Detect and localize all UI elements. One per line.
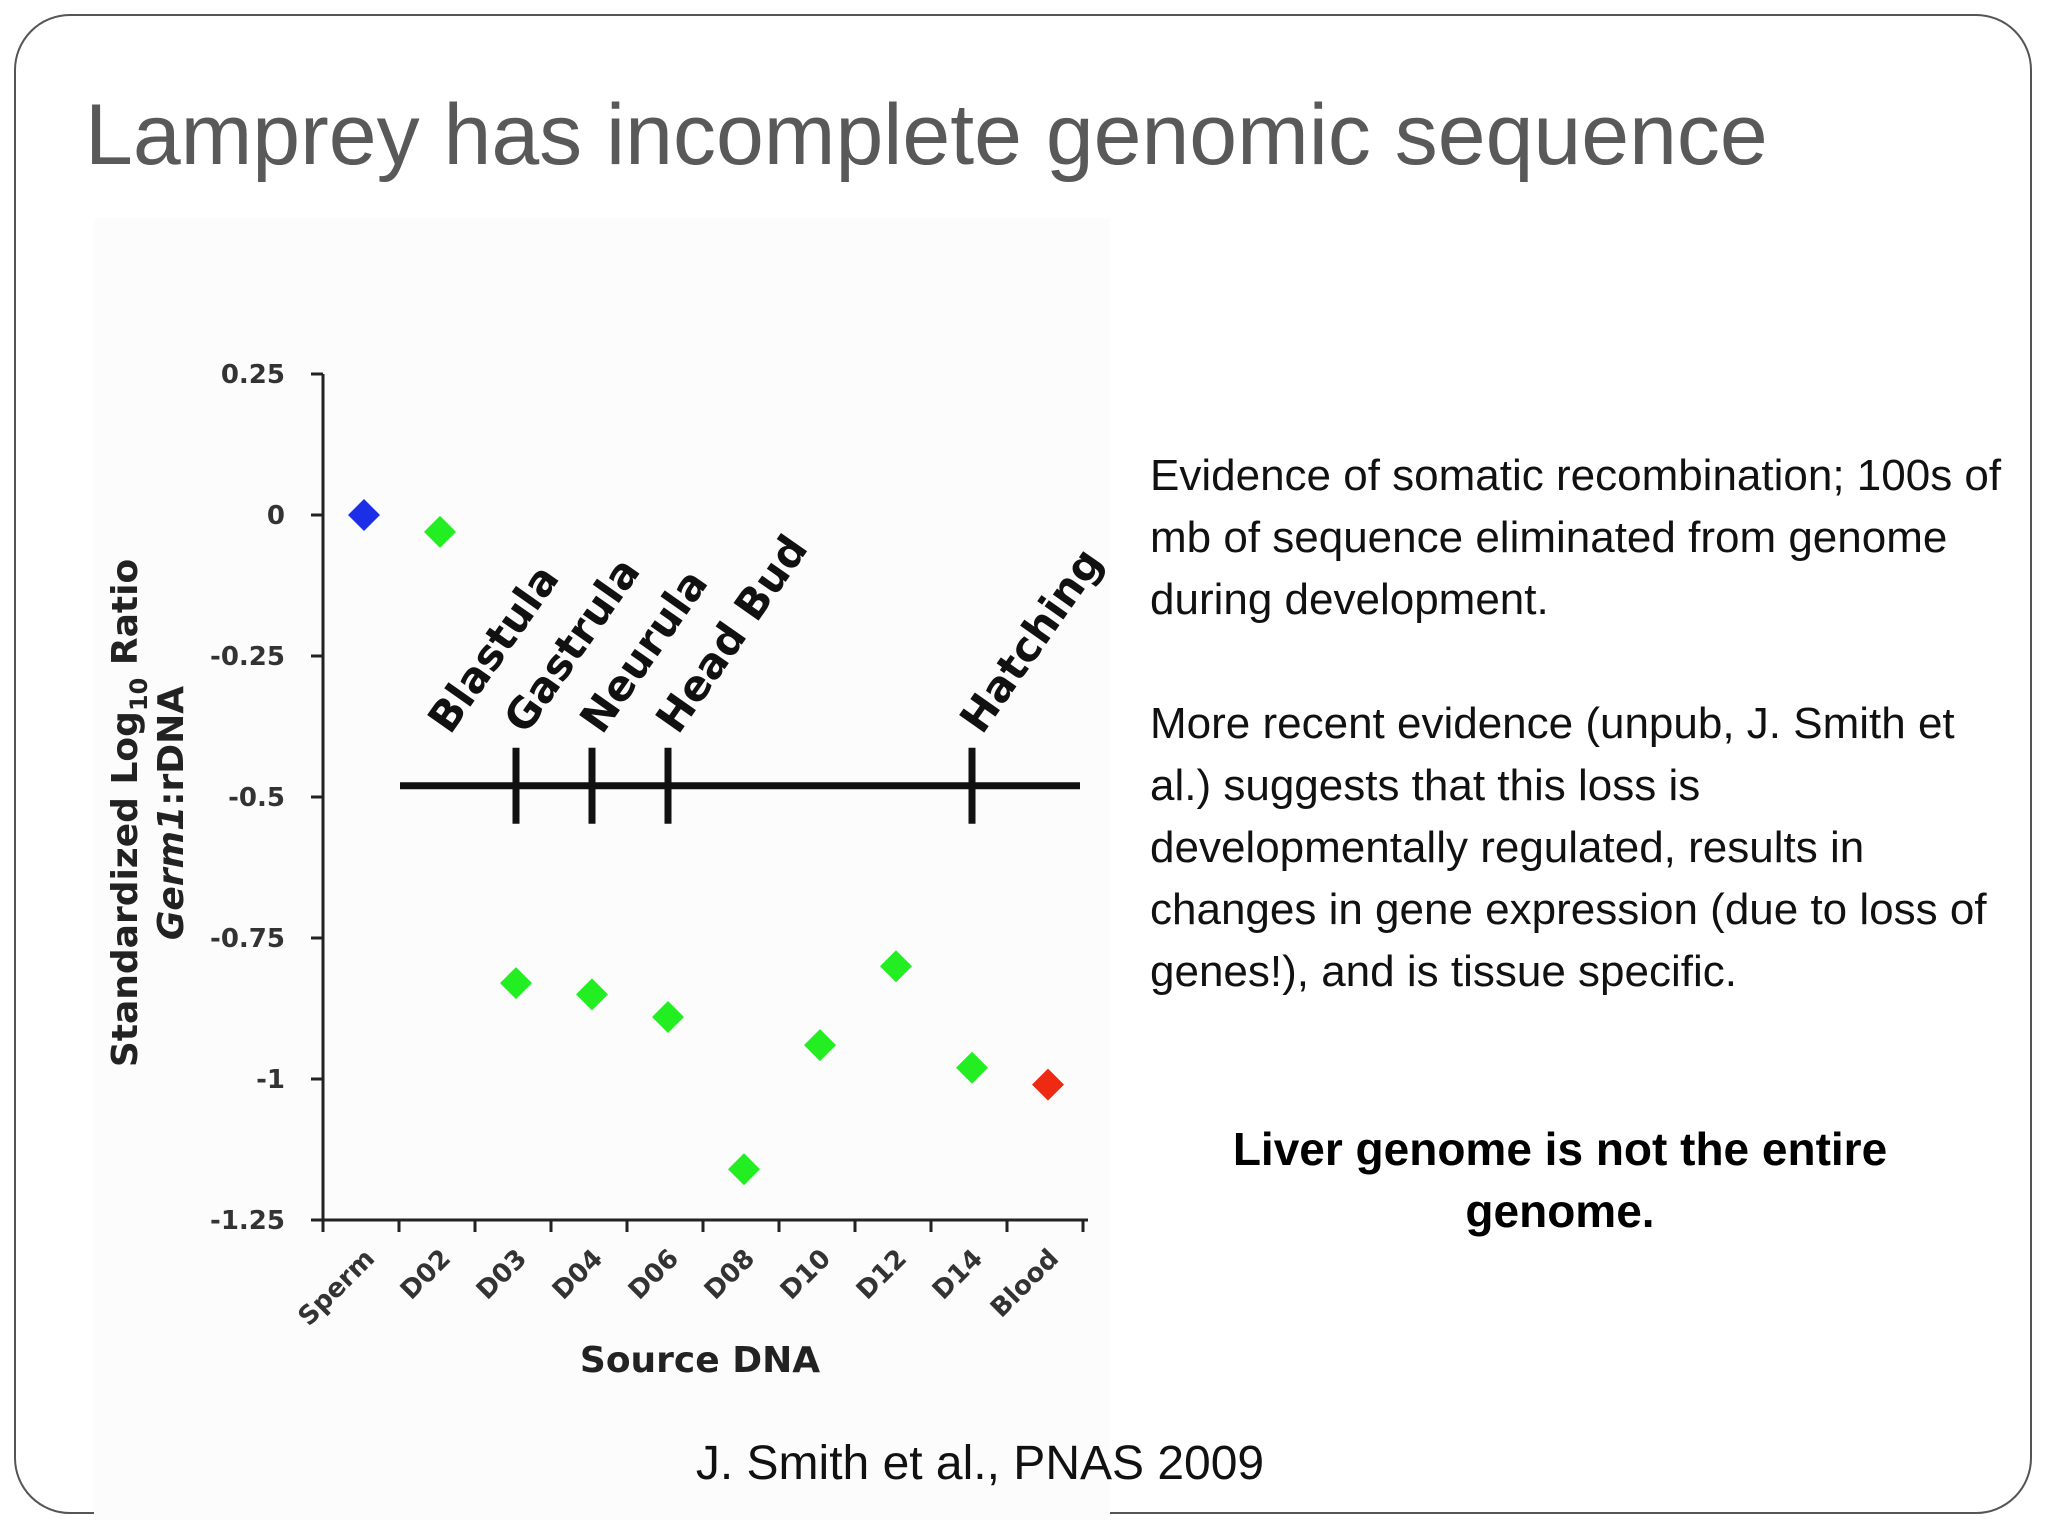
y-tick-label: -0.75 [210,924,285,954]
x-tick-label: D03 [471,1244,533,1306]
y-tick-label: -0.5 [228,783,285,813]
data-point [500,967,532,1000]
x-tick-label: Blood [985,1244,1065,1324]
y-axis-title-line2: Germ1:rDNA [151,686,192,940]
stage-label: Hatching [950,539,1112,741]
y-tick-label: -1.25 [210,1206,285,1236]
data-point [804,1029,836,1062]
data-point [728,1153,760,1186]
slide-title: Lamprey has incomplete genomic sequence [85,87,1768,183]
x-tick-label: D10 [775,1244,837,1306]
y-axis-title: Standardized Log10 Ratio [105,559,153,1067]
x-tick-label: D06 [623,1244,685,1306]
x-tick-label: D14 [927,1244,989,1306]
data-point [576,978,608,1011]
y-tick-label: -0.25 [210,642,285,672]
body-paragraph-1: Evidence of somatic recombination; 100s … [1150,451,2002,624]
y-tick-label: -1 [256,1065,285,1095]
data-point [424,515,456,548]
x-tick-label: D08 [699,1244,761,1306]
data-point [348,499,380,531]
y-axis: 0.25 0 -0.25 -0.5 -0.75 -1 -1.25 [210,360,325,1236]
x-tick-label: D02 [395,1244,457,1306]
body-text: Evidence of somatic recombination; 100s … [1150,445,2020,1065]
y-tick-label: 0 [267,501,285,531]
data-point [652,1000,684,1033]
x-tick-label: Sperm [293,1244,381,1332]
x-tick-label: D04 [547,1244,609,1306]
figure-background [94,218,1110,1520]
data-point [1032,1068,1064,1101]
body-paragraph-2: More recent evidence (unpub, J. Smith et… [1150,699,1987,996]
data-point [956,1051,988,1084]
conclusion-text: Liver genome is not the entire genome. [1232,1123,1888,1237]
y-tick-label: 0.25 [221,360,285,390]
data-points [348,499,1064,1186]
x-axis-title: Source DNA [580,1340,820,1381]
citation: J. Smith et al., PNAS 2009 [695,1437,1265,1490]
x-tick-label: D12 [851,1244,913,1306]
data-point [880,950,912,983]
